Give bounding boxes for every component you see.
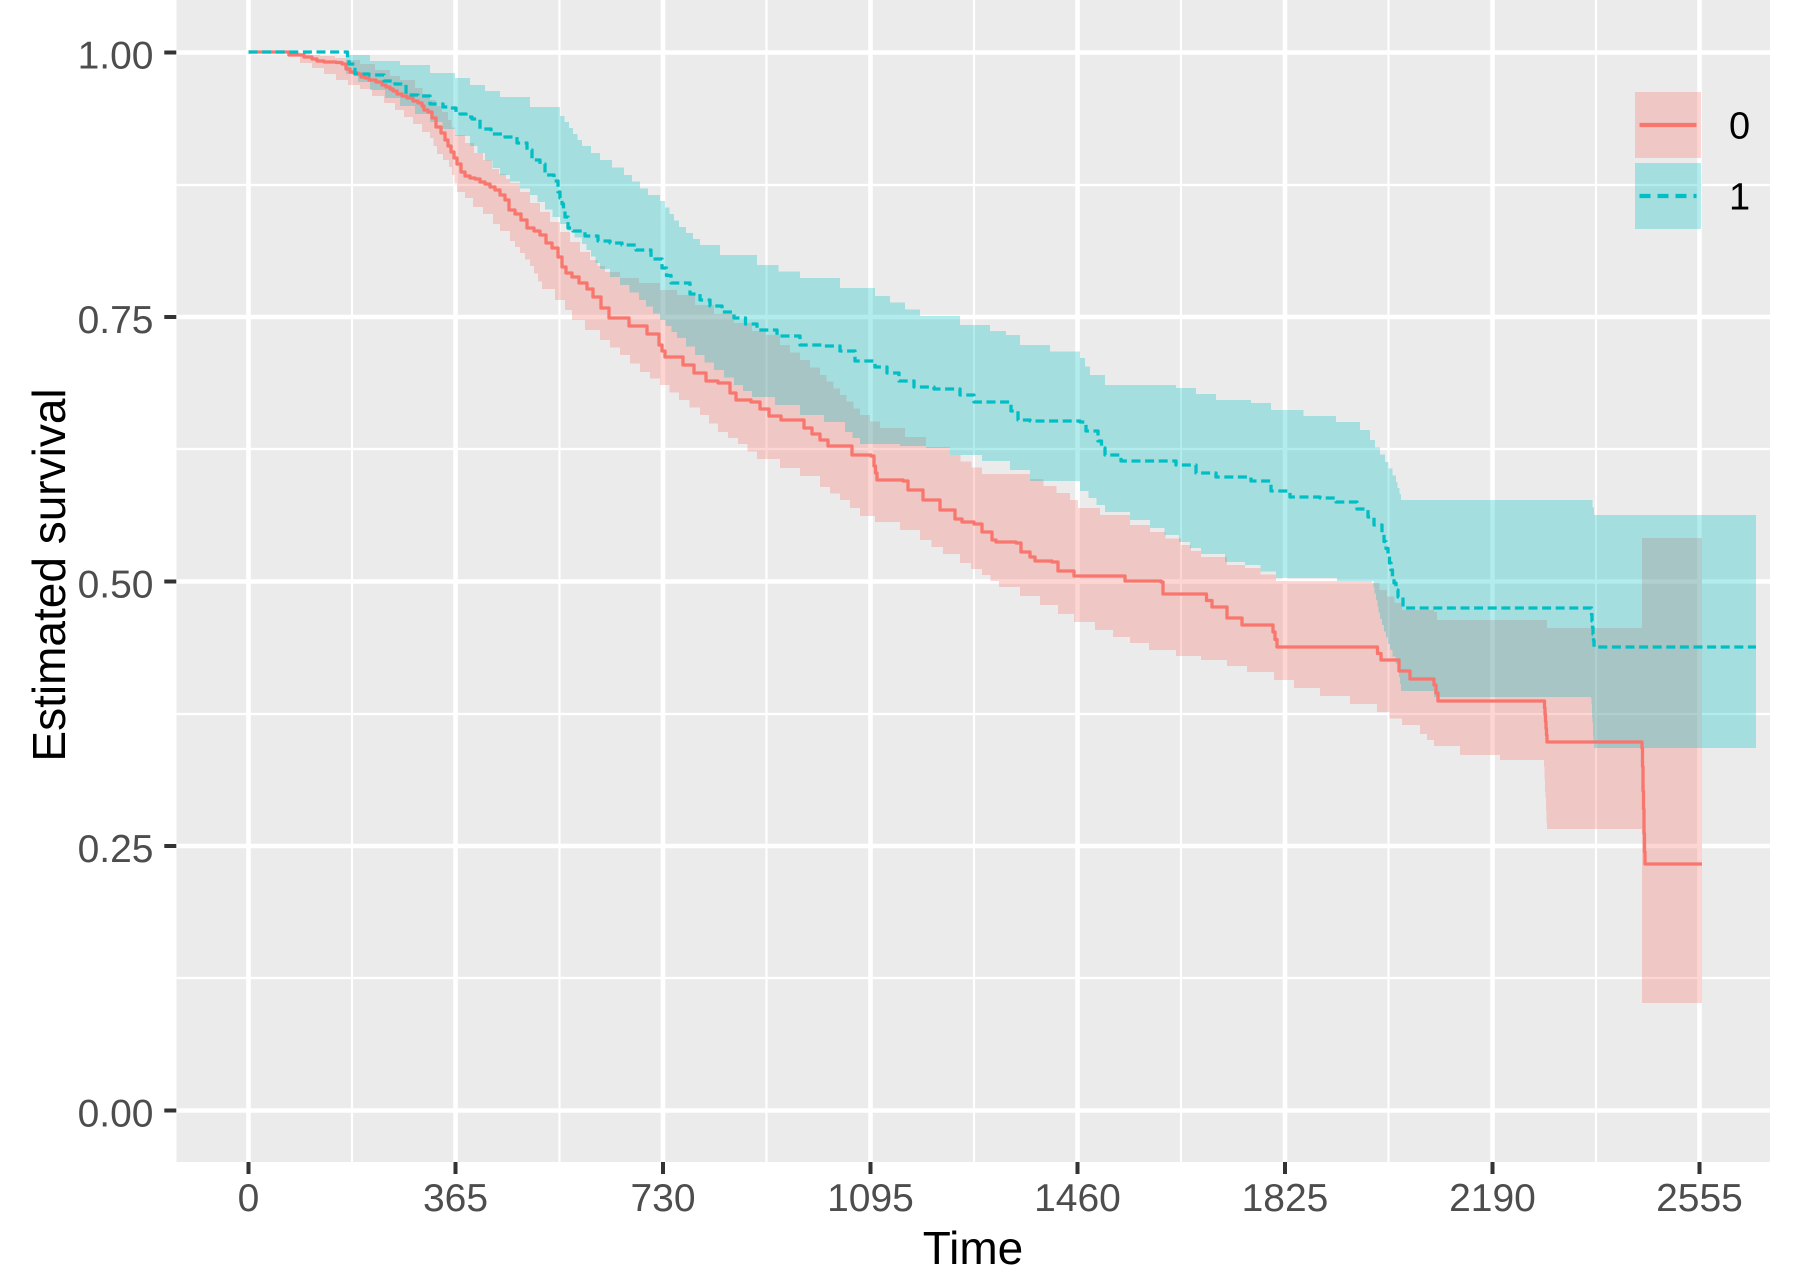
svg-text:365: 365 xyxy=(423,1177,488,1220)
svg-text:1825: 1825 xyxy=(1242,1177,1329,1220)
svg-text:0: 0 xyxy=(238,1177,260,1220)
svg-text:0: 0 xyxy=(1729,106,1750,148)
svg-text:1: 1 xyxy=(1729,177,1750,219)
svg-text:2190: 2190 xyxy=(1449,1177,1536,1220)
svg-text:Estimated survival: Estimated survival xyxy=(23,388,75,761)
svg-text:1.00: 1.00 xyxy=(78,35,154,78)
svg-text:0.25: 0.25 xyxy=(78,828,154,871)
svg-text:730: 730 xyxy=(630,1177,695,1220)
svg-text:0.00: 0.00 xyxy=(78,1093,154,1136)
svg-text:Time: Time xyxy=(923,1222,1024,1272)
svg-text:0.75: 0.75 xyxy=(78,299,154,342)
svg-text:0.50: 0.50 xyxy=(78,564,154,607)
svg-text:2555: 2555 xyxy=(1656,1177,1743,1220)
svg-text:1095: 1095 xyxy=(827,1177,914,1220)
svg-text:1460: 1460 xyxy=(1034,1177,1121,1220)
